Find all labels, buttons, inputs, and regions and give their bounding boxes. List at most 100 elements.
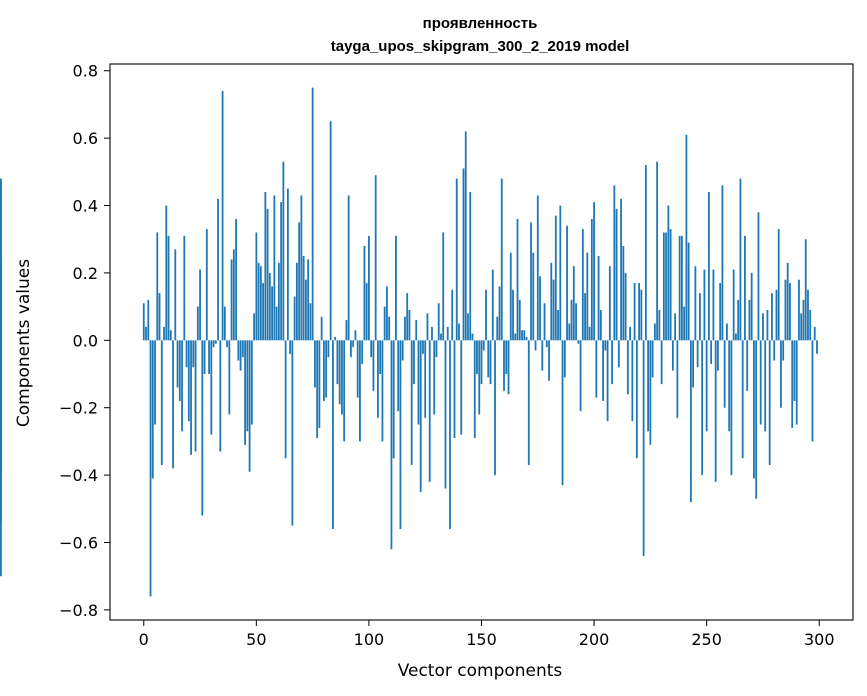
y-tick-label: 0.2	[73, 264, 98, 283]
bar	[210, 340, 213, 435]
bar	[397, 340, 400, 412]
bar	[176, 340, 179, 388]
bar	[277, 262, 280, 341]
bar	[295, 262, 298, 341]
bar	[750, 272, 753, 341]
bar	[370, 340, 373, 358]
bar	[671, 340, 674, 371]
bar	[354, 330, 357, 341]
bar	[755, 340, 758, 499]
bar	[415, 320, 418, 341]
bar	[347, 195, 350, 341]
bar	[368, 235, 370, 341]
bar	[237, 340, 240, 361]
bar	[651, 340, 654, 378]
bar	[248, 340, 251, 472]
bar	[606, 340, 609, 422]
bar	[694, 266, 697, 341]
bar	[149, 340, 152, 597]
bar	[226, 340, 228, 348]
bar	[523, 330, 526, 341]
bar	[602, 340, 604, 401]
bar	[181, 340, 183, 432]
x-tick-label: 300	[804, 630, 835, 649]
bar	[658, 309, 661, 341]
bar	[476, 340, 478, 375]
bar	[572, 266, 575, 341]
bar	[302, 256, 305, 341]
bar	[282, 161, 285, 341]
bar	[599, 309, 602, 341]
bar	[782, 340, 785, 361]
bar	[728, 340, 731, 432]
bar	[800, 313, 803, 341]
bar	[635, 340, 638, 459]
bar	[723, 340, 726, 408]
bar	[791, 340, 794, 428]
bar	[789, 283, 791, 341]
y-tick-label: 0.6	[73, 129, 98, 148]
bar	[629, 326, 631, 341]
bar	[307, 259, 310, 341]
bar	[712, 269, 715, 341]
bar	[316, 340, 319, 439]
bar	[194, 340, 197, 452]
bar	[145, 326, 147, 341]
bar	[647, 340, 650, 432]
bar	[147, 299, 150, 341]
bar	[417, 340, 420, 425]
bar	[228, 340, 231, 415]
bar	[449, 340, 451, 530]
bar	[622, 245, 625, 341]
bar	[741, 340, 744, 459]
bar	[154, 340, 156, 425]
bar	[595, 340, 598, 398]
bar	[739, 178, 742, 341]
bar	[352, 340, 355, 348]
bar	[485, 289, 487, 341]
bar	[289, 340, 292, 354]
bar	[313, 340, 316, 388]
bar	[239, 340, 242, 371]
bar	[588, 326, 591, 341]
bar	[708, 192, 710, 341]
bar	[593, 202, 595, 341]
bar	[345, 320, 348, 341]
y-axis-ticks: −0.8 −0.6 −0.4 −0.2 0.0 0.2 0.4 0.6 0.8	[59, 62, 110, 620]
bar	[512, 289, 514, 341]
bar	[775, 289, 778, 341]
bar	[442, 232, 445, 341]
bar	[692, 340, 695, 388]
bar	[525, 336, 528, 341]
bar	[699, 293, 701, 341]
x-tick-label: 50	[246, 630, 266, 649]
bar	[244, 340, 246, 445]
bar	[545, 340, 548, 348]
y-tick-label: −0.6	[59, 533, 98, 552]
bar	[473, 340, 476, 439]
bar	[667, 205, 670, 341]
bar	[687, 242, 690, 341]
bar	[480, 340, 483, 385]
bar	[604, 340, 607, 351]
bar	[608, 266, 611, 341]
bar	[219, 340, 222, 452]
bar	[392, 340, 395, 459]
bar	[372, 340, 375, 391]
bar	[341, 340, 343, 415]
bar	[683, 306, 686, 341]
bar	[541, 340, 544, 371]
bar	[0, 181, 2, 341]
bar	[746, 340, 749, 391]
bar	[737, 299, 740, 341]
bar	[496, 316, 499, 341]
bar	[503, 340, 505, 391]
bar	[811, 340, 814, 442]
bar	[214, 340, 217, 344]
bar	[401, 340, 404, 361]
bar	[813, 326, 816, 341]
bar	[374, 175, 377, 341]
bar	[203, 340, 206, 375]
bar	[284, 340, 287, 459]
bar	[408, 309, 411, 341]
